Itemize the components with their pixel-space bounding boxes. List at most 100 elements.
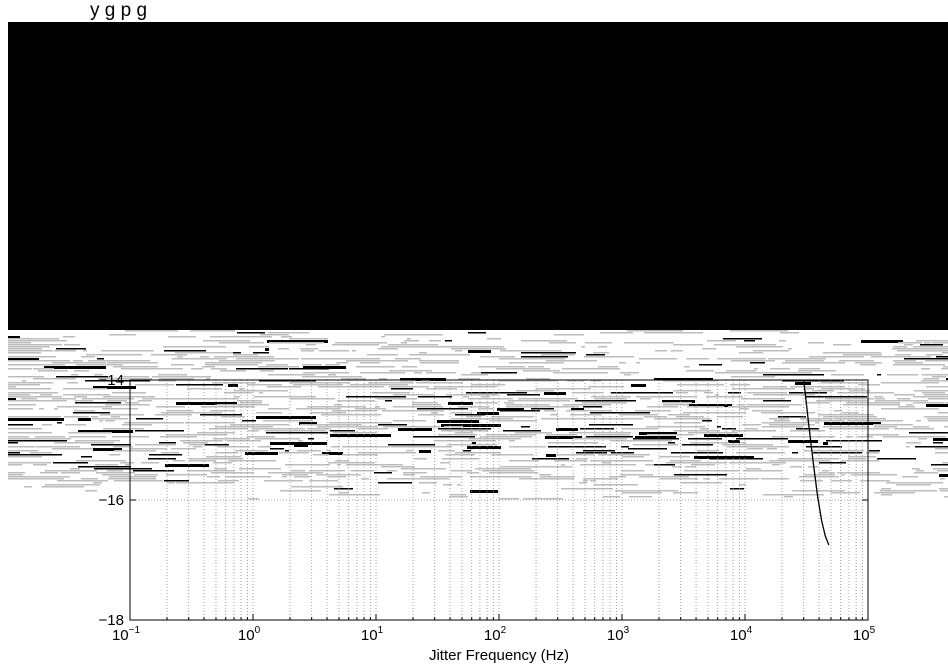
noise-stroke: [395, 358, 421, 360]
noise-stroke: [541, 354, 575, 356]
noise-stroke: [389, 386, 429, 388]
noise-stroke: [554, 334, 584, 336]
noise-stroke: [906, 404, 913, 406]
noise-stroke: [133, 470, 174, 472]
noise-stroke: [539, 474, 551, 476]
noise-stroke: [309, 480, 338, 482]
noise-stroke: [8, 360, 70, 362]
noise-stroke: [36, 446, 80, 448]
noise-stroke: [544, 410, 556, 412]
noise-stroke: [595, 398, 627, 400]
noise-stroke: [893, 360, 916, 362]
noise-stroke: [477, 412, 499, 415]
noise-stroke: [627, 330, 683, 332]
noise-stroke: [481, 372, 517, 374]
noise-stroke: [168, 336, 196, 338]
noise-stroke: [545, 436, 582, 439]
noise-stroke: [8, 336, 20, 339]
noise-stroke: [942, 352, 948, 354]
noise-stroke: [38, 370, 68, 372]
noise-stroke: [620, 372, 639, 374]
noise-stroke: [594, 434, 630, 436]
noise-stroke: [8, 388, 51, 390]
noise-stroke: [936, 356, 948, 358]
noise-stroke: [420, 362, 459, 364]
noise-stroke: [860, 364, 876, 366]
noise-stroke: [926, 354, 943, 356]
noise-stroke: [461, 374, 488, 376]
noise-stroke: [480, 436, 532, 438]
noise-stroke: [939, 488, 948, 490]
noise-stroke: [8, 442, 18, 444]
noise-stroke: [341, 378, 366, 380]
noise-stroke: [120, 462, 134, 464]
noise-stroke: [739, 408, 749, 410]
noise-stroke: [8, 404, 36, 406]
noise-stroke: [8, 432, 52, 434]
noise-stroke: [812, 390, 834, 392]
noise-stroke: [438, 428, 491, 430]
noise-stroke: [125, 464, 130, 466]
noise-stroke: [270, 448, 284, 450]
noise-stroke: [894, 428, 934, 430]
noise-stroke: [554, 460, 587, 462]
noise-stroke: [30, 452, 52, 454]
noise-stroke: [200, 414, 242, 416]
noise-stroke: [213, 462, 232, 464]
noise-stroke: [489, 420, 537, 422]
noise-stroke: [236, 368, 288, 370]
noise-stroke: [266, 432, 328, 434]
noise-stroke: [897, 350, 933, 352]
noise-stroke: [301, 358, 363, 360]
noise-stroke: [242, 420, 256, 422]
noise-stroke: [576, 458, 588, 460]
noise-stroke: [333, 432, 377, 434]
noise-stroke: [536, 388, 591, 390]
noise-stroke: [8, 348, 42, 350]
noise-stroke: [210, 336, 272, 338]
noise-stroke: [217, 446, 250, 448]
noise-stroke: [442, 346, 504, 348]
noise-stroke: [736, 346, 783, 348]
noise-stroke: [790, 386, 845, 388]
noise-stroke: [857, 436, 873, 438]
noise-stroke: [624, 374, 631, 376]
noise-stroke: [586, 436, 633, 438]
noise-stroke: [177, 356, 183, 358]
noise-stroke: [921, 380, 948, 382]
noise-stroke: [480, 356, 515, 358]
noise-stroke: [686, 370, 714, 372]
noise-stroke: [805, 402, 830, 404]
noise-stroke: [916, 420, 921, 422]
noise-stroke: [202, 366, 215, 368]
noise-stroke: [381, 466, 415, 468]
noise-stroke: [833, 344, 851, 346]
noise-stroke: [265, 430, 326, 432]
noise-stroke: [636, 362, 640, 364]
noise-stroke: [628, 448, 667, 450]
noise-stroke: [8, 394, 30, 396]
noise-stroke: [575, 400, 636, 402]
noise-stroke: [491, 454, 534, 456]
noise-stroke: [113, 366, 158, 368]
noise-stroke: [927, 418, 948, 420]
noise-stroke: [389, 370, 432, 372]
noise-stroke: [379, 378, 387, 380]
noise-stroke: [233, 354, 258, 356]
noise-stroke: [8, 424, 33, 426]
noise-stroke: [506, 406, 520, 408]
noise-stroke: [138, 400, 152, 402]
noise-stroke: [700, 428, 709, 430]
noise-stroke: [455, 452, 501, 454]
x-tick-label: 104: [730, 625, 753, 644]
noise-stroke: [426, 388, 457, 390]
noise-stroke: [166, 474, 207, 476]
noise-stroke: [74, 410, 95, 412]
noise-stroke: [531, 408, 554, 410]
noise-stroke: [831, 480, 852, 482]
noise-stroke: [611, 392, 673, 394]
noise-stroke: [255, 438, 300, 440]
noise-stroke: [921, 368, 930, 370]
noise-stroke: [770, 368, 790, 370]
noise-stroke: [753, 394, 815, 396]
